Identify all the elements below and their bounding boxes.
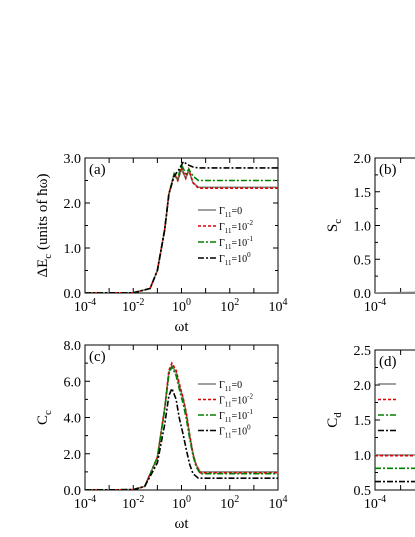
y-tick-label: 3.0	[64, 152, 82, 167]
x-axis-label: ωt	[174, 516, 189, 532]
series-line-0	[85, 167, 278, 293]
y-tick-label: 0.0	[354, 287, 372, 302]
y-axis-label: Cc	[35, 410, 54, 425]
y-tick-label: 0.0	[64, 484, 82, 499]
plot-frame	[84, 344, 279, 491]
x-tick-label: 104	[269, 297, 288, 315]
panel-label: (c)	[89, 349, 106, 365]
panel-a: 0.0 1.0 2.0 3.0 10-4 10-2 100 102 104 ωt ΔEc (unit…	[35, 152, 288, 335]
legend-entry-0: Γ11=0	[219, 206, 242, 219]
x-axis-label: ωt	[174, 319, 189, 335]
y-tick-label: 2.5	[354, 344, 372, 359]
y-tick-label: 2.0	[354, 152, 372, 167]
x-tick-label: 10-4	[364, 494, 386, 512]
y-axis-label: Cd	[325, 412, 344, 428]
plot-frame	[374, 157, 415, 294]
y-tick-label: 1.5	[354, 414, 372, 429]
x-tick-label: 102	[220, 494, 239, 512]
y-tick-label: 6.0	[64, 375, 82, 390]
legend-entry-2: Γ11=10-1	[219, 408, 254, 424]
y-tick-label: 0.5	[354, 253, 372, 268]
series-line-1	[85, 164, 278, 293]
series-line-2	[85, 364, 278, 490]
y-tick-label: 1.0	[354, 449, 372, 464]
x-tick-label: 10-4	[74, 297, 96, 315]
legend-entry-0: Γ11=0	[219, 380, 242, 393]
legend-entry-3: Γ11=100	[219, 251, 251, 267]
y-tick-label: 0.5	[354, 484, 372, 499]
series-line-0	[375, 291, 415, 293]
x-tick-label: 100	[172, 297, 191, 315]
legend-entry-3: Γ11=100	[219, 424, 251, 440]
panel-label: (b)	[379, 162, 397, 178]
x-tick-label: 102	[220, 297, 239, 315]
panel-label: (d)	[379, 354, 397, 370]
x-tick-label: 100	[172, 494, 191, 512]
y-tick-label: 2.0	[64, 197, 82, 212]
x-tick-label: 104	[269, 494, 288, 512]
panel-d: 0.5 1.0 1.5 2.0 2.5 10-4 Cd (d)	[325, 344, 415, 512]
legend-entry-1: Γ11=10-2	[219, 219, 254, 235]
panel-label: (a)	[89, 162, 106, 178]
y-tick-label: 1.0	[354, 220, 372, 235]
y-tick-label: 2.0	[64, 448, 82, 463]
panel-c: 0.0 2.0 4.0 6.0 8.0 10-4 10-2 100 102 104 ωt Cc (c) Γ…	[35, 339, 288, 532]
x-tick-label: 10-2	[122, 494, 144, 512]
legend-entry-2: Γ11=10-1	[219, 235, 254, 251]
y-axis-label: Sc	[325, 219, 344, 232]
series-line-2	[85, 162, 278, 293]
series-line-3	[85, 386, 278, 490]
series-line-3	[85, 160, 278, 293]
y-tick-label: 8.0	[64, 339, 82, 354]
legend-entry-1: Γ11=10-2	[219, 393, 254, 409]
x-tick-label: 10-4	[74, 494, 96, 512]
y-tick-label: 4.0	[64, 412, 82, 427]
y-axis-label: ΔEc (units of ħω)	[35, 174, 54, 278]
y-tick-label: 2.0	[354, 379, 372, 394]
x-tick-label: 10-2	[122, 297, 144, 315]
y-tick-label: 0.0	[64, 287, 82, 302]
panel-b: 0.0 0.5 1.0 1.5 2.0 10-4 Sc (b)	[325, 152, 415, 315]
x-tick-label: 10-4	[364, 297, 386, 315]
y-tick-label: 1.5	[354, 186, 372, 201]
y-tick-label: 1.0	[64, 242, 82, 257]
